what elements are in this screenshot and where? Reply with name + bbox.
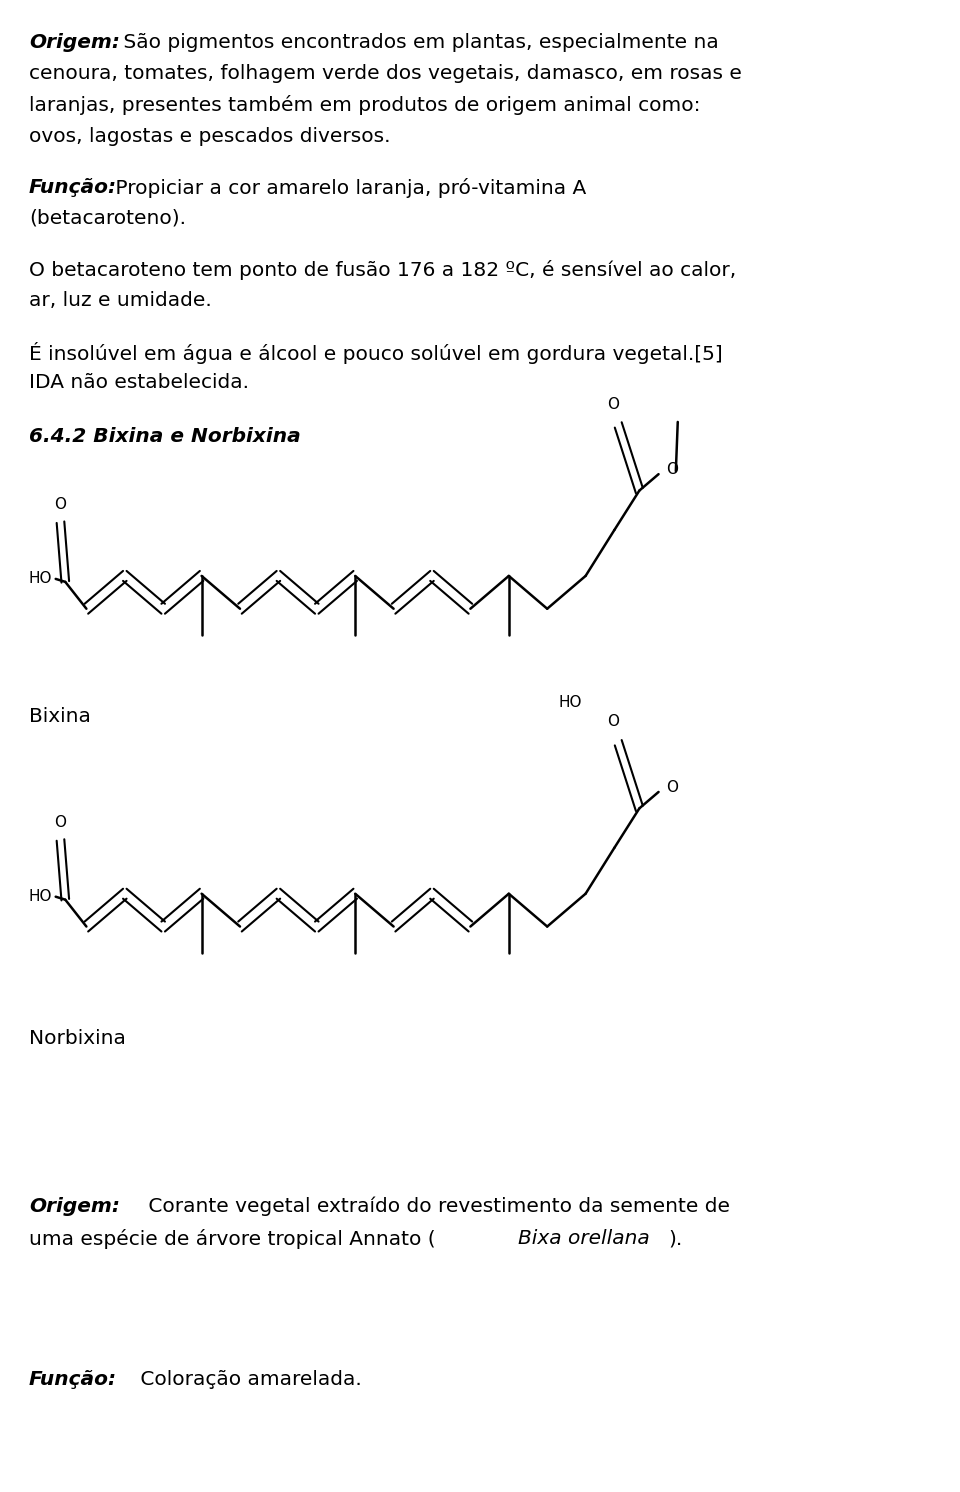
Text: O betacaroteno tem ponto de fusão 176 a 182 ºC, é sensível ao calor,: O betacaroteno tem ponto de fusão 176 a …: [29, 260, 736, 279]
Text: Norbixina: Norbixina: [29, 1029, 126, 1049]
Text: laranjas, presentes também em produtos de origem animal como:: laranjas, presentes também em produtos d…: [29, 95, 700, 115]
Text: HO: HO: [29, 889, 52, 904]
Text: O: O: [55, 815, 66, 830]
Text: Bixa orellana: Bixa orellana: [518, 1229, 650, 1249]
Text: ).: ).: [668, 1229, 683, 1249]
Text: IDA não estabelecida.: IDA não estabelecida.: [29, 373, 249, 392]
Text: Origem:: Origem:: [29, 1197, 120, 1216]
Text: ar, luz e umidade.: ar, luz e umidade.: [29, 291, 211, 310]
Text: Origem:: Origem:: [29, 33, 120, 52]
Text: São pigmentos encontrados em plantas, especialmente na: São pigmentos encontrados em plantas, es…: [117, 33, 719, 52]
Text: Função:: Função:: [29, 178, 117, 197]
Text: Corante vegetal extraído do revestimento da semente de: Corante vegetal extraído do revestimento…: [142, 1197, 730, 1216]
Text: Coloração amarelada.: Coloração amarelada.: [134, 1370, 362, 1389]
Text: uma espécie de árvore tropical Annato (: uma espécie de árvore tropical Annato (: [29, 1229, 436, 1249]
Text: Propiciar a cor amarelo laranja, pró-vitamina A: Propiciar a cor amarelo laranja, pró-vit…: [109, 178, 587, 197]
Text: HO: HO: [29, 571, 52, 586]
Text: O: O: [608, 397, 619, 412]
Text: 6.4.2 Bixina e Norbixina: 6.4.2 Bixina e Norbixina: [29, 427, 300, 446]
Text: (betacaroteno).: (betacaroteno).: [29, 209, 186, 228]
Text: O: O: [666, 780, 678, 795]
Text: O: O: [608, 715, 619, 730]
Text: Bixina: Bixina: [29, 707, 90, 727]
Text: Função:: Função:: [29, 1370, 117, 1389]
Text: ovos, lagostas e pescados diversos.: ovos, lagostas e pescados diversos.: [29, 127, 391, 146]
Text: O: O: [666, 463, 678, 477]
Text: HO: HO: [559, 695, 582, 710]
Text: É insolúvel em água e álcool e pouco solúvel em gordura vegetal.[5]: É insolúvel em água e álcool e pouco sol…: [29, 342, 723, 364]
Text: O: O: [55, 497, 66, 512]
Text: cenoura, tomates, folhagem verde dos vegetais, damasco, em rosas e: cenoura, tomates, folhagem verde dos veg…: [29, 64, 742, 84]
